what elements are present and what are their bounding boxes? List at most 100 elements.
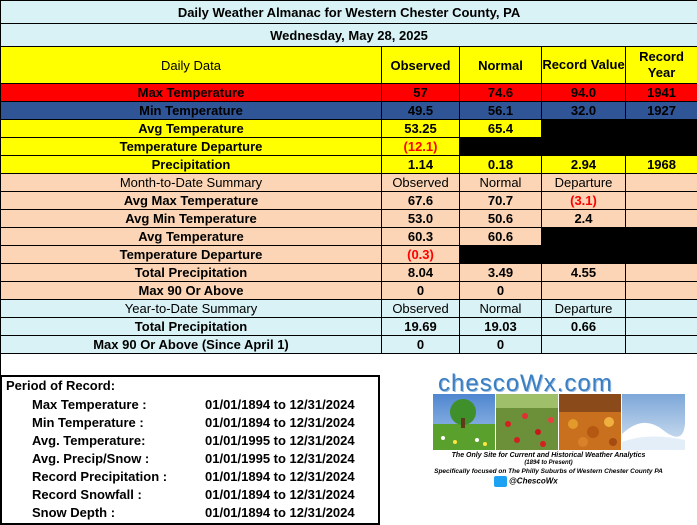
record-label: Max Temperature : [32, 397, 147, 412]
spring-photo [433, 394, 495, 450]
blank-cell [460, 246, 697, 264]
record-label: Avg. Precip/Snow : [32, 451, 149, 466]
blank-cell [626, 174, 697, 192]
chescowx-logo[interactable]: chescoWx.com The Only Site for [400, 372, 697, 517]
observed-value: 1.14 [382, 156, 460, 174]
page-date: Wednesday, May 28, 2025 [1, 24, 697, 47]
table-row: Temperature Departure (0.3) [1, 246, 697, 264]
row-label: Avg Temperature [1, 228, 382, 246]
normal-value: 60.6 [460, 228, 542, 246]
twitter-link[interactable]: @ChescoWx [494, 476, 558, 487]
observed-value: 49.5 [382, 102, 460, 120]
row-label: Avg Min Temperature [1, 210, 382, 228]
table-row: Avg Min Temperature 53.0 50.6 2.4 [1, 210, 697, 228]
record-label: Record Snowfall : [32, 487, 142, 502]
departure-value: (3.1) [542, 192, 626, 210]
table-row: Total Precipitation 8.04 3.49 4.55 [1, 264, 697, 282]
record-label: Snow Depth : [32, 505, 115, 520]
record-range: 01/01/1995 to 12/31/2024 [205, 433, 355, 448]
record-label: Record Precipitation : [32, 469, 167, 484]
normal-header: Normal [460, 174, 542, 192]
logo-years: (1894 to Present) [400, 460, 697, 466]
ytd-header-label: Year-to-Date Summary [1, 300, 382, 318]
row-label: Min Temperature [1, 102, 382, 120]
seasons-photo-strip [433, 394, 685, 450]
record-year: 1968 [626, 156, 697, 174]
normal-header: Normal [460, 300, 542, 318]
normal-value: 65.4 [460, 120, 542, 138]
period-of-record-box: Period of Record: Max Temperature : 01/01… [0, 375, 380, 525]
observed-value: 53.25 [382, 120, 460, 138]
normal-value: 0 [460, 282, 542, 300]
row-label: Temperature Departure [1, 138, 382, 156]
avg-temp-row: Avg Temperature 53.25 65.4 [1, 120, 697, 138]
observed-value: (0.3) [382, 246, 460, 264]
period-of-record-heading: Period of Record: [6, 378, 115, 393]
observed-value: 0 [382, 336, 460, 354]
row-label: Max 90 Or Above (Since April 1) [1, 336, 382, 354]
record-year: 1941 [626, 84, 697, 102]
daily-header-row: Daily Data Observed Normal Record Value … [1, 47, 697, 84]
autumn-photo [559, 394, 621, 450]
observed-value: 8.04 [382, 264, 460, 282]
normal-value: 0 [460, 336, 542, 354]
table-row: Total Precipitation 19.69 19.03 0.66 [1, 318, 697, 336]
blank-cell [460, 138, 697, 156]
table-row: Max 90 Or Above (Since April 1) 0 0 [1, 336, 697, 354]
row-label: Avg Max Temperature [1, 192, 382, 210]
record-year-header: Record Year [626, 47, 697, 84]
date-row: Wednesday, May 28, 2025 [1, 24, 697, 47]
observed-value: 0 [382, 282, 460, 300]
title-row: Daily Weather Almanac for Western Cheste… [1, 1, 697, 24]
row-label: Avg Temperature [1, 120, 382, 138]
mtd-header-row: Month-to-Date Summary Observed Normal De… [1, 174, 697, 192]
observed-value: 67.6 [382, 192, 460, 210]
record-range: 01/01/1894 to 12/31/2024 [205, 487, 355, 502]
observed-value: 57 [382, 84, 460, 102]
table-row: Avg Temperature 60.3 60.6 [1, 228, 697, 246]
blank-cell [626, 336, 697, 354]
departure-header: Departure [542, 300, 626, 318]
daily-header-label: Daily Data [1, 47, 382, 84]
departure-header: Departure [542, 174, 626, 192]
row-label: Total Precipitation [1, 264, 382, 282]
blank-cell [542, 336, 626, 354]
blank-cell [626, 318, 697, 336]
twitter-icon [494, 476, 507, 487]
normal-value: 0.18 [460, 156, 542, 174]
normal-value: 56.1 [460, 102, 542, 120]
logo-tagline: The Only Site for Current and Historical… [400, 452, 697, 459]
normal-value: 74.6 [460, 84, 542, 102]
logo-focus: Specifically focused on The Philly Subur… [400, 468, 697, 475]
blank-cell [542, 120, 697, 138]
row-label: Total Precipitation [1, 318, 382, 336]
max-temp-row: Max Temperature 57 74.6 94.0 1941 [1, 84, 697, 102]
row-label: Precipitation [1, 156, 382, 174]
min-temp-row: Min Temperature 49.5 56.1 32.0 1927 [1, 102, 697, 120]
table-row: Avg Max Temperature 67.6 70.7 (3.1) [1, 192, 697, 210]
twitter-handle: @ChescoWx [509, 477, 558, 486]
normal-header: Normal [460, 47, 542, 84]
departure-value: 0.66 [542, 318, 626, 336]
record-range: 01/01/1894 to 12/31/2024 [205, 415, 355, 430]
row-label: Max Temperature [1, 84, 382, 102]
normal-value: 50.6 [460, 210, 542, 228]
blank-cell [542, 282, 626, 300]
observed-header: Observed [382, 300, 460, 318]
observed-value: 53.0 [382, 210, 460, 228]
observed-value: 19.69 [382, 318, 460, 336]
record-range: 01/01/1894 to 12/31/2024 [205, 469, 355, 484]
page-title: Daily Weather Almanac for Western Cheste… [1, 1, 697, 24]
normal-value: 19.03 [460, 318, 542, 336]
precip-row: Precipitation 1.14 0.18 2.94 1968 [1, 156, 697, 174]
observed-value: 60.3 [382, 228, 460, 246]
blank-cell [626, 210, 697, 228]
record-value-header: Record Value [542, 47, 626, 84]
record-value: 94.0 [542, 84, 626, 102]
record-range: 01/01/1894 to 12/31/2024 [205, 505, 355, 520]
normal-value: 3.49 [460, 264, 542, 282]
observed-header: Observed [382, 174, 460, 192]
almanac-table: Daily Weather Almanac for Western Cheste… [0, 0, 697, 375]
record-label: Avg. Temperature: [32, 433, 145, 448]
